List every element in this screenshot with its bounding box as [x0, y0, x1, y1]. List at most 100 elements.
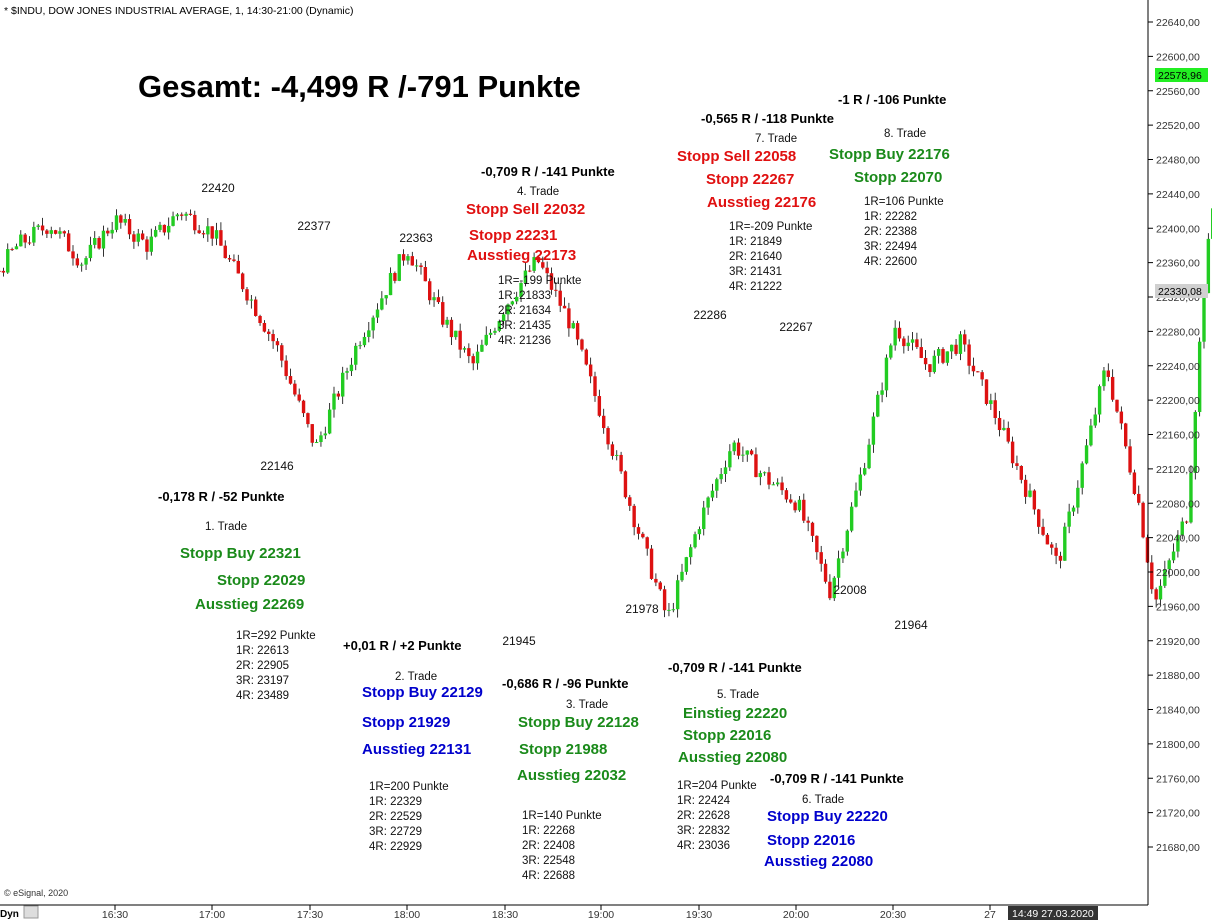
price-tick-label: 22440,00 — [1156, 189, 1200, 201]
candle-up — [153, 229, 158, 237]
candle-up — [832, 577, 836, 599]
candle-up — [771, 484, 776, 486]
candle-up — [741, 454, 745, 456]
candle-down — [536, 257, 541, 263]
chart-title: Gesamt: -4,499 R /-791 Punkte — [138, 69, 581, 104]
candle-down — [658, 582, 662, 590]
price-tick-label: 22200,00 — [1156, 395, 1200, 407]
candle-down — [662, 589, 667, 611]
trade-order-line: Ausstieg 22131 — [362, 741, 471, 758]
price-tick-label: 22040,00 — [1156, 533, 1200, 545]
price-tick-label: 21800,00 — [1156, 739, 1200, 751]
candle-up — [858, 474, 863, 491]
candle-down — [293, 383, 297, 395]
price-tick-label: 22120,00 — [1156, 464, 1200, 476]
candle-up — [414, 265, 419, 267]
candle-down — [1137, 493, 1141, 503]
trade-order-line: Ausstieg 22080 — [678, 749, 787, 766]
price-tick-label: 22280,00 — [1156, 326, 1200, 338]
candle-down — [275, 341, 280, 346]
candle-up — [876, 394, 880, 417]
candle-down — [1054, 547, 1058, 556]
price-tick-label: 22360,00 — [1156, 258, 1200, 270]
candle-up — [501, 314, 506, 322]
candle-up — [36, 225, 40, 227]
candle-up — [958, 334, 963, 354]
extreme-price-label: 21945 — [502, 634, 536, 648]
candle-up — [680, 571, 684, 581]
trade-name: 1. Trade — [205, 521, 247, 533]
candle-up — [93, 237, 97, 245]
trade-r-level: 1R: 22329 — [369, 796, 422, 808]
price-tick-label: 21680,00 — [1156, 842, 1200, 854]
candle-up — [327, 409, 332, 434]
trade-r-level: 3R: 22494 — [864, 241, 918, 253]
trade-order-line: Einstieg 22220 — [683, 705, 787, 722]
candle-down — [27, 242, 32, 244]
price-tick-label: 22480,00 — [1156, 155, 1200, 167]
candle-up — [314, 442, 319, 444]
candle-down — [541, 262, 545, 268]
candle-up — [354, 345, 358, 365]
candle-up — [345, 371, 349, 373]
candle-up — [32, 226, 36, 243]
candle-down — [767, 472, 771, 485]
extreme-price-label: 22146 — [260, 459, 294, 473]
candle-up — [1076, 487, 1080, 508]
candle-down — [132, 234, 136, 242]
candle-down — [301, 400, 306, 414]
candle-up — [745, 450, 749, 455]
candle-down — [919, 347, 923, 358]
candle-up — [1180, 521, 1184, 535]
time-tick-label: 19:30 — [686, 909, 712, 921]
dyn-toggle-button[interactable] — [23, 905, 39, 919]
candle-up — [1206, 238, 1211, 294]
candle-up — [723, 467, 728, 475]
price-tick-label: 22240,00 — [1156, 361, 1200, 373]
candle-up — [1176, 534, 1180, 552]
candle-down — [40, 225, 45, 231]
candle-up — [380, 298, 384, 310]
trade-r-level: 2R: 22628 — [677, 810, 730, 822]
extreme-price-label: 21978 — [625, 602, 659, 616]
candle-up — [158, 224, 162, 230]
candle-down — [71, 251, 75, 259]
candle-down — [628, 497, 632, 506]
trade-result: -0,709 R / -141 Punkte — [481, 164, 615, 179]
candle-up — [762, 472, 767, 474]
price-tick-label: 22520,00 — [1156, 120, 1200, 132]
candle-up — [406, 256, 410, 261]
candle-up — [936, 349, 941, 356]
trade-r-level: 4R: 21222 — [729, 281, 782, 293]
time-tick-label: 18:00 — [394, 909, 420, 921]
candle-down — [641, 533, 645, 538]
candle-up — [776, 482, 780, 485]
candle-down — [193, 214, 197, 231]
candle-up — [836, 558, 841, 578]
trade-order-line: Stopp 22070 — [854, 169, 942, 186]
trade-order-line: Ausstieg 22173 — [467, 247, 576, 264]
candle-down — [66, 233, 71, 252]
candle-down — [780, 482, 784, 491]
trade-result: -0,709 R / -141 Punkte — [668, 660, 802, 675]
candle-up — [1202, 293, 1206, 342]
candle-down — [793, 502, 797, 511]
candle-down — [754, 454, 758, 478]
candle-down — [1124, 423, 1128, 447]
candle-down — [984, 379, 989, 404]
candle-down — [210, 226, 214, 239]
candle-up — [136, 233, 140, 242]
trade-order-line: Stopp 21988 — [519, 741, 607, 758]
candle-up — [732, 442, 736, 452]
trade-order-line: Ausstieg 22176 — [707, 194, 816, 211]
trade-result: -0,565 R / -118 Punkte — [701, 111, 834, 126]
candle-down — [62, 231, 66, 234]
candle-up — [362, 336, 367, 346]
extreme-price-label: 21964 — [894, 618, 928, 632]
time-tick-label: 17:00 — [199, 909, 225, 921]
candle-up — [167, 225, 171, 233]
trade-block-5: -0,709 R / -141 Punkte 5. Trade Einstieg 2… — [668, 660, 802, 852]
candle-down — [941, 349, 945, 363]
candle-down — [284, 360, 288, 377]
